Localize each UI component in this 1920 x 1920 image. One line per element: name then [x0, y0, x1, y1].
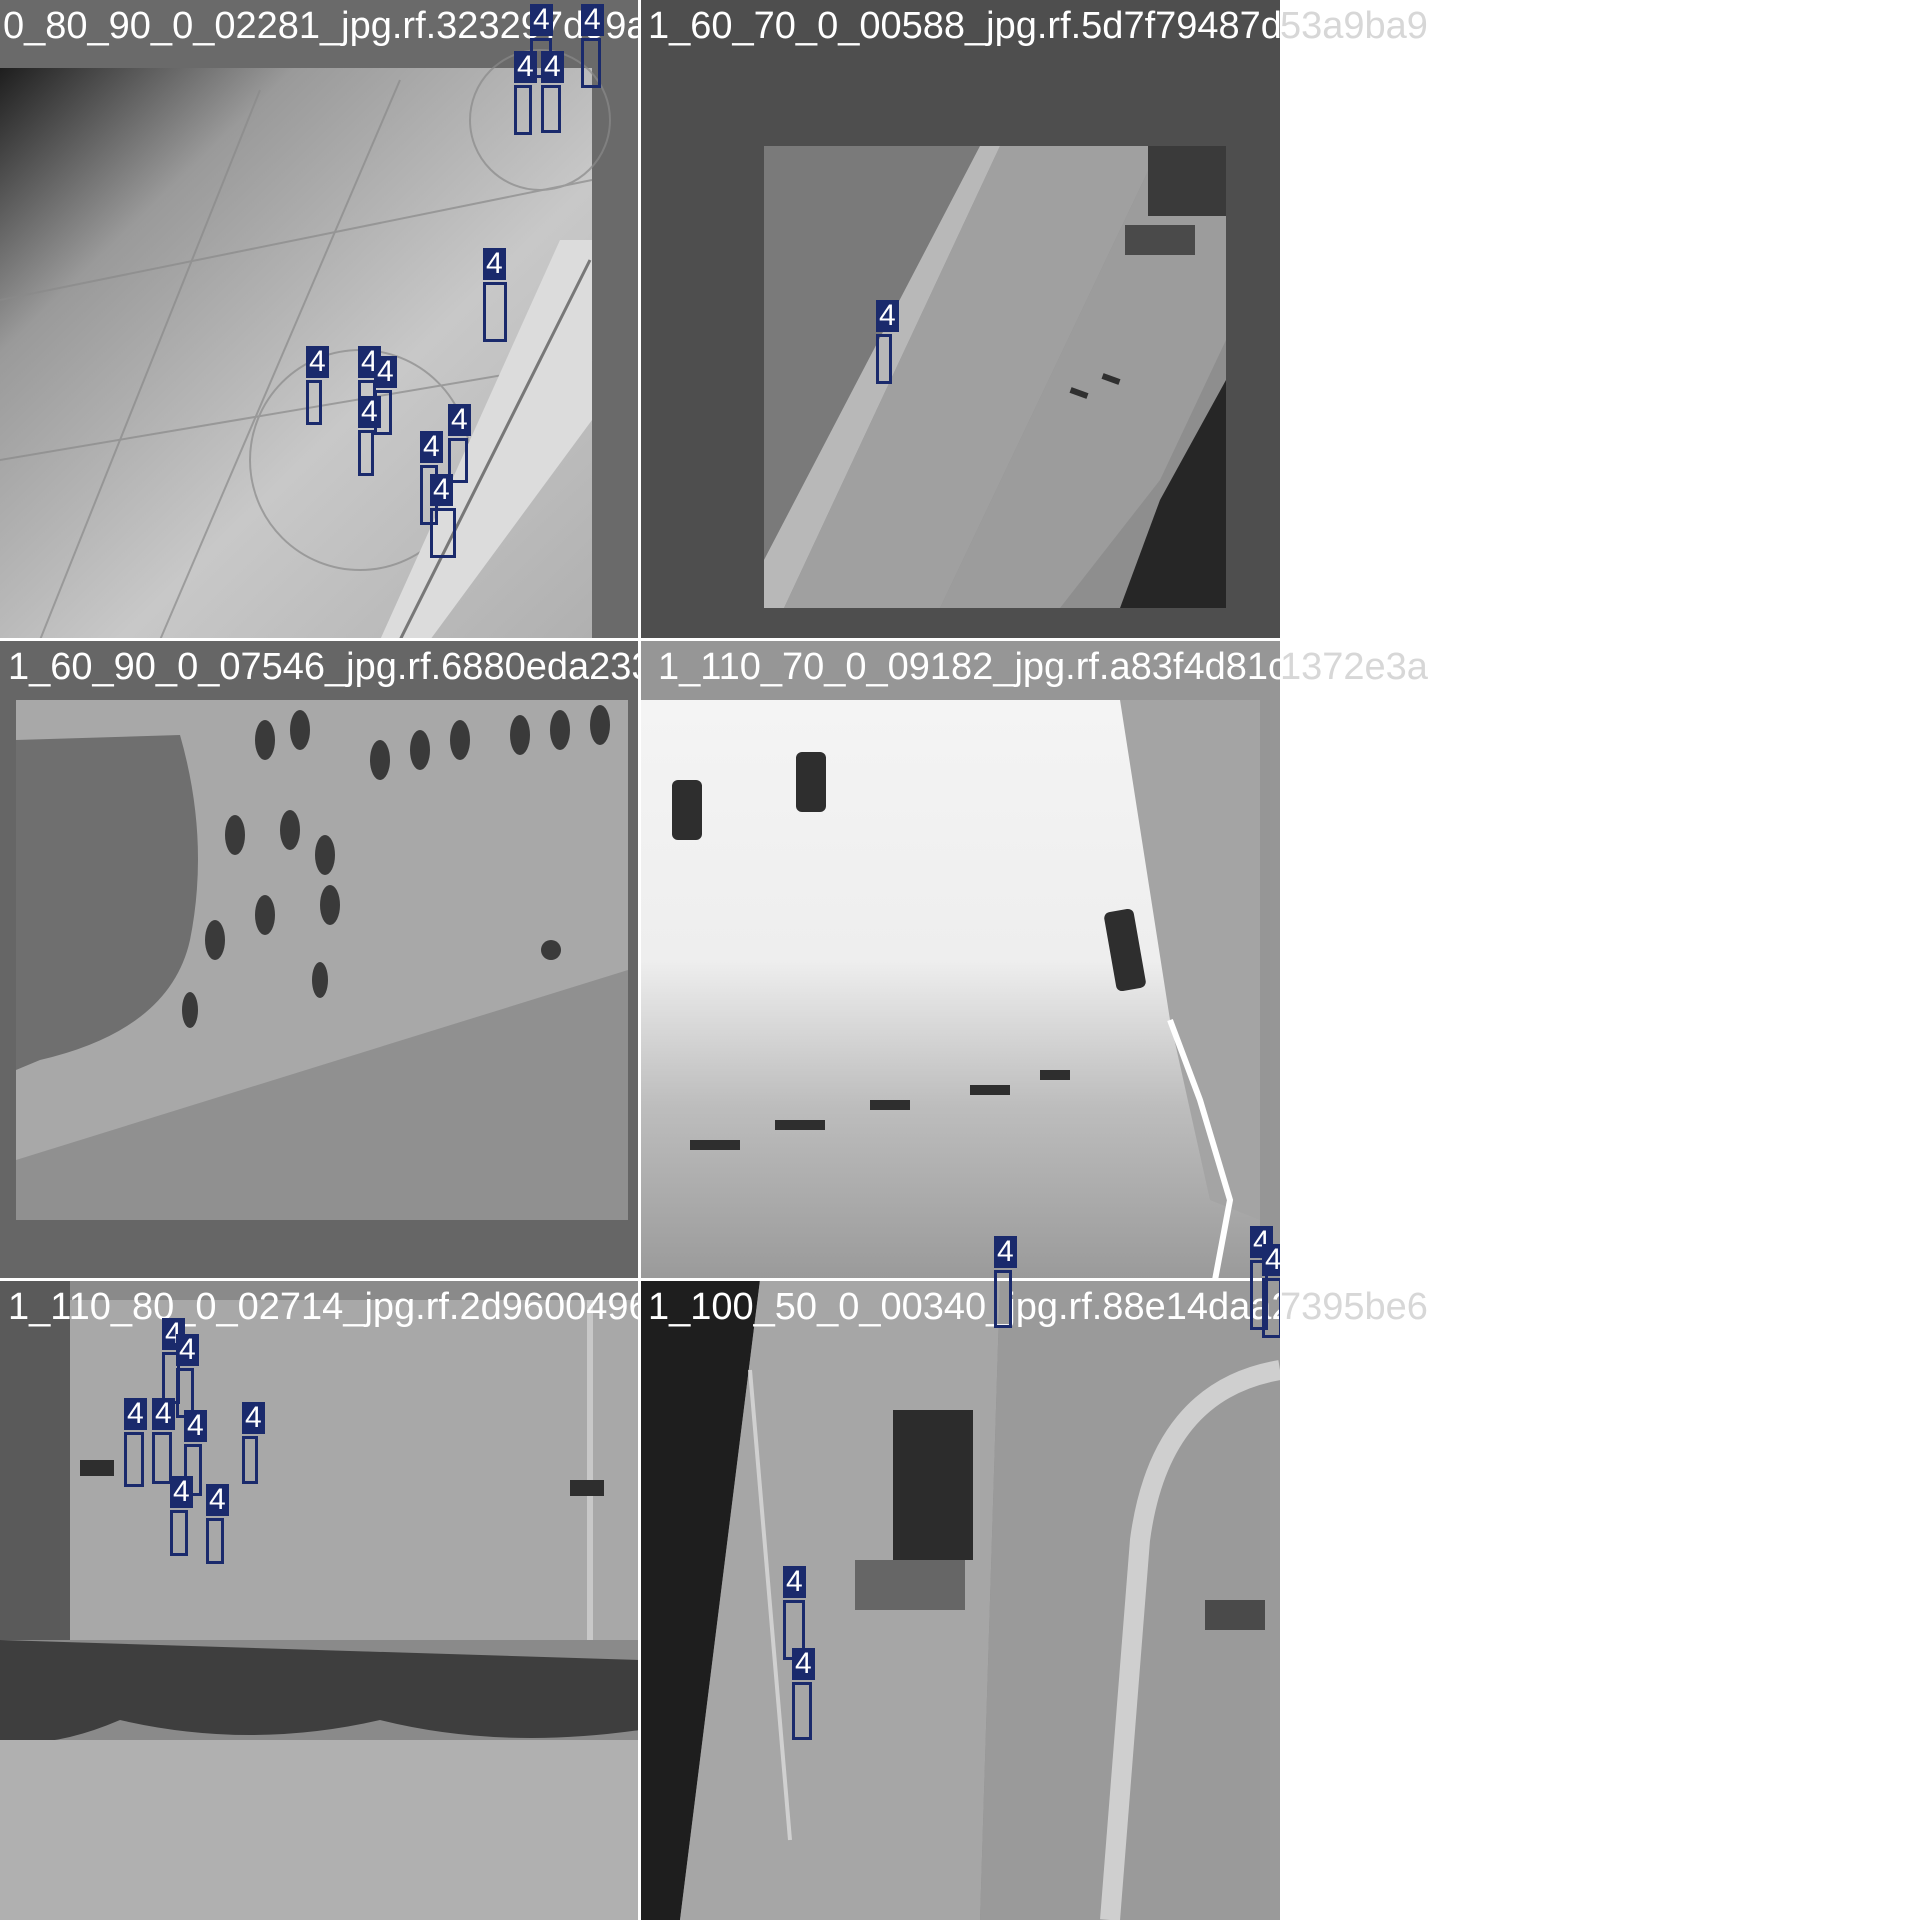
detection-label: 4 [541, 51, 564, 83]
image-tile-2: 1_60_70_0_00588_jpg.rf.5d7f79487d53a9ba9 [640, 0, 1280, 640]
thermal-image-3 [0, 640, 640, 1280]
detection-box [514, 85, 532, 135]
thermal-image-2 [640, 0, 1280, 640]
detection-box [876, 334, 892, 384]
detection-label: 4 [994, 1236, 1017, 1268]
detection-box [430, 508, 456, 558]
detection-box [1262, 1278, 1280, 1338]
detection-box [124, 1432, 144, 1487]
image-tile-3: 1_60_90_0_07546_jpg.rf.6880eda2331357da7 [0, 640, 640, 1280]
detection-box [483, 282, 507, 342]
detection-label: 4 [876, 300, 899, 332]
detection-box [358, 430, 374, 476]
detection-label: 4 [483, 248, 506, 280]
detection-box [152, 1432, 172, 1484]
detection-label: 4 [430, 474, 453, 506]
detection-box [306, 380, 322, 425]
detection-label: 4 [306, 346, 329, 378]
detection-label: 4 [581, 4, 604, 36]
image-tile-5: 1_110_80_0_02714_jpg.rf.2d96004961168b57 [0, 1280, 640, 1920]
image-tile-1: 0_80_90_0_02281_jpg.rf.323297d99a7760f3a [0, 0, 640, 640]
mosaic-grid: 0_80_90_0_02281_jpg.rf.323297d99a7760f3a… [0, 0, 1280, 1920]
thermal-image-4 [640, 640, 1280, 1280]
detection-box [206, 1518, 224, 1564]
detection-label: 4 [420, 431, 443, 463]
tile-6-filename-overflow: 7395be6 [1280, 1286, 1428, 1328]
detection-label: 4 [176, 1334, 199, 1366]
thermal-image-5 [0, 1280, 640, 1920]
detection-label: 4 [783, 1566, 806, 1598]
detection-box [541, 85, 561, 133]
detection-box [994, 1270, 1012, 1328]
detection-label: 4 [170, 1476, 193, 1508]
detection-box [581, 38, 601, 88]
detection-label: 4 [1262, 1244, 1280, 1276]
detection-label: 4 [514, 51, 537, 83]
detection-label: 4 [242, 1402, 265, 1434]
detection-box [184, 1444, 202, 1496]
detection-label: 4 [152, 1398, 175, 1430]
grid-separator-horizontal-2 [0, 1278, 1280, 1281]
detection-label: 4 [184, 1410, 207, 1442]
detection-label: 4 [374, 356, 397, 388]
detection-box [170, 1510, 188, 1556]
detection-box [1250, 1260, 1268, 1330]
detection-label: 4 [792, 1648, 815, 1680]
image-tile-4: 1_110_70_0_09182_jpg.rf.a83f4d81c1372e3a [640, 640, 1280, 1280]
detection-label: 4 [358, 396, 381, 428]
detection-label: 4 [530, 4, 553, 36]
detection-label: 4 [448, 404, 471, 436]
detection-box [792, 1682, 812, 1740]
detection-box [448, 438, 468, 483]
tile-2-filename-overflow: 53a9ba9 [1280, 5, 1428, 47]
detection-label: 4 [124, 1398, 147, 1430]
grid-separator-vertical [638, 0, 641, 1920]
thermal-image-6 [640, 1280, 1280, 1920]
image-tile-6: 1_100_50_0_00340_jpg.rf.88e14daa2f7395be… [640, 1280, 1280, 1920]
detection-label: 4 [206, 1484, 229, 1516]
tile-4-filename-overflow: 1372e3a [1280, 646, 1428, 688]
grid-separator-horizontal-1 [0, 638, 1280, 641]
detection-box [242, 1436, 258, 1484]
thermal-image-1 [0, 0, 640, 640]
